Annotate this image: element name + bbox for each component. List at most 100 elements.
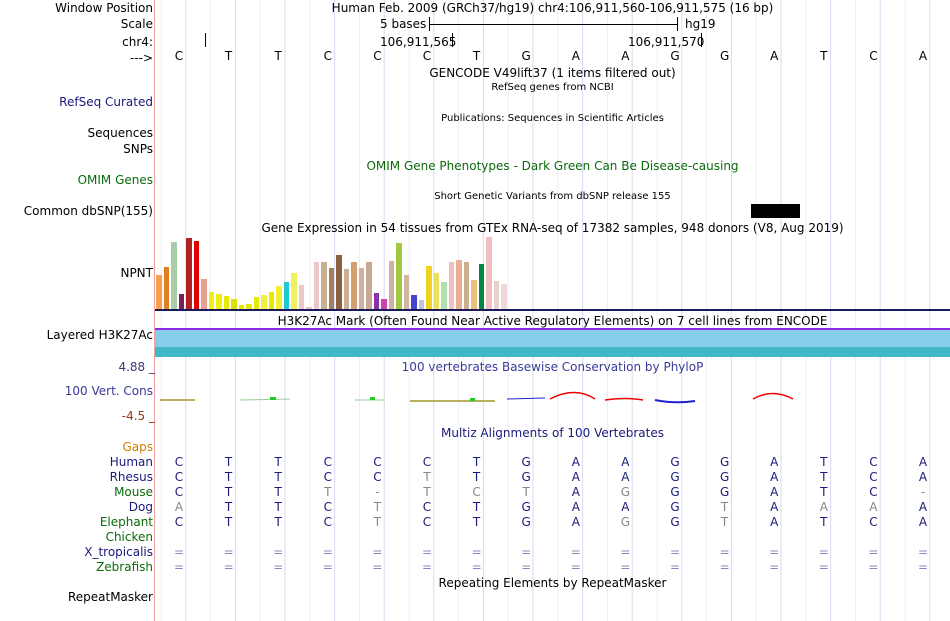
gtex-track-title: Gene Expression in 54 tissues from GTEx … <box>261 221 844 235</box>
gtex-tissue-bar[interactable] <box>366 262 372 309</box>
gtex-tissue-bar[interactable] <box>231 298 237 309</box>
aligned-base: T <box>224 515 233 529</box>
aligned-base: T <box>224 455 233 469</box>
gtex-tissue-bar[interactable] <box>478 264 484 309</box>
dbsnp-variant-block[interactable] <box>751 204 800 218</box>
gtex-tissue-bar[interactable] <box>463 262 469 309</box>
aligned-base: = <box>372 545 383 559</box>
gtex-tissue-bar[interactable] <box>388 261 394 309</box>
gtex-tissue-bar[interactable] <box>321 262 327 309</box>
gtex-tissue-bar[interactable] <box>343 269 349 309</box>
gtex-tissue-bar[interactable] <box>276 285 282 309</box>
phylop-track-label[interactable]: 100 Vert. Cons <box>64 384 153 398</box>
h3k27ac-signal-dark[interactable] <box>155 347 950 357</box>
repeatmasker-track-label[interactable]: RepeatMasker <box>67 590 153 604</box>
gtex-tissue-bar[interactable] <box>306 306 312 309</box>
gtex-tissue-bar[interactable] <box>253 296 259 309</box>
gtex-tissue-bar[interactable] <box>426 266 432 309</box>
gtex-tissue-bar[interactable] <box>351 262 357 309</box>
dbsnp-track-label[interactable]: Common dbSNP(155) <box>23 204 153 218</box>
gtex-tissue-bar[interactable] <box>178 293 184 309</box>
gtex-tissue-bar[interactable] <box>283 281 289 309</box>
gtex-tissue-bar[interactable] <box>358 268 364 309</box>
aligned-base: - <box>375 485 380 499</box>
phylop-max: 4.88 _ <box>118 360 155 374</box>
gtex-tissue-bar[interactable] <box>433 272 439 309</box>
gtex-expression-chart[interactable] <box>155 236 950 309</box>
sequence-base: A <box>918 49 928 63</box>
aligned-base: = <box>917 545 929 559</box>
gtex-tissue-bar[interactable] <box>493 280 499 309</box>
gtex-tissue-bar[interactable] <box>313 262 319 309</box>
aligned-base: = <box>421 560 433 574</box>
gtex-tissue-bar[interactable] <box>501 283 507 309</box>
window-position-label: Window Position <box>55 1 153 15</box>
sequences-label[interactable]: Sequences <box>87 126 153 140</box>
aligned-base: A <box>174 500 184 514</box>
gtex-tissue-bar[interactable] <box>261 294 267 309</box>
species-label[interactable]: Rhesus <box>109 470 153 484</box>
gtex-tissue-bar[interactable] <box>486 237 492 309</box>
aligned-base: = <box>818 560 829 574</box>
gtex-tissue-bar[interactable] <box>291 272 297 309</box>
gencode-track-title[interactable]: GENCODE V49lift37 (1 items filtered out) <box>429 66 676 80</box>
sequence-base: G <box>719 49 730 63</box>
assembly-position: Human Feb. 2009 (GRCh37/hg19) chr4:106,9… <box>331 1 774 15</box>
gaps-label[interactable]: Gaps <box>122 440 153 454</box>
gtex-tissue-bar[interactable] <box>208 291 214 309</box>
aligned-base: G <box>719 470 730 484</box>
gtex-tissue-bar[interactable] <box>238 304 244 309</box>
species-label[interactable]: Dog <box>128 500 153 514</box>
aligned-base: T <box>720 515 729 529</box>
snps-label[interactable]: SNPs <box>123 142 153 156</box>
gtex-tissue-bar[interactable] <box>441 281 447 309</box>
aligned-base: T <box>820 455 828 469</box>
alignment-row: = = = = = = = = = = = = = = = = <box>155 560 950 574</box>
gtex-tissue-bar[interactable] <box>411 294 417 309</box>
gtex-tissue-bar[interactable] <box>171 242 177 309</box>
species-label[interactable]: Human <box>109 455 153 469</box>
gtex-tissue-bar[interactable] <box>201 278 207 309</box>
aligned-base: = <box>223 560 234 574</box>
aligned-base: T <box>274 500 282 514</box>
gtex-tissue-bar[interactable] <box>246 303 252 309</box>
aligned-base: = <box>471 560 482 574</box>
h3k27ac-signal-light[interactable] <box>155 330 950 347</box>
gtex-tissue-bar[interactable] <box>193 241 199 309</box>
gtex-tissue-bar[interactable] <box>456 260 462 309</box>
gtex-tissue-bar[interactable] <box>328 268 334 309</box>
gtex-tissue-bar[interactable] <box>381 298 387 309</box>
gtex-tissue-bar[interactable] <box>186 238 192 309</box>
phylop-signal[interactable] <box>155 385 950 415</box>
gtex-tissue-bar[interactable] <box>223 295 229 309</box>
species-label[interactable]: Mouse <box>114 485 153 499</box>
gtex-tissue-bar[interactable] <box>471 279 477 309</box>
gtex-tissue-bar[interactable] <box>156 274 162 309</box>
gtex-tissue-bar[interactable] <box>403 274 409 309</box>
aligned-base: = <box>769 560 780 574</box>
aligned-base: T <box>423 485 431 499</box>
aligned-base: C <box>869 485 878 499</box>
gtex-tissue-bar[interactable] <box>448 262 454 309</box>
species-label[interactable]: Elephant <box>99 515 153 529</box>
gtex-tissue-bar[interactable] <box>216 293 222 309</box>
species-label[interactable]: Zebrafish <box>96 560 153 574</box>
scale-bar <box>429 24 677 25</box>
h3k27ac-track-label[interactable]: Layered H3K27Ac <box>46 328 153 342</box>
sequence-base: T <box>820 49 828 63</box>
gtex-tissue-bar[interactable] <box>373 292 379 309</box>
gtex-tissue-bar[interactable] <box>163 267 169 309</box>
gtex-tissue-bar[interactable] <box>396 243 402 309</box>
gtex-tissue-bar[interactable] <box>418 299 424 309</box>
aligned-base: A <box>918 500 928 514</box>
omim-track-label[interactable]: OMIM Genes <box>77 173 153 187</box>
refseq-track-label[interactable]: RefSeq Curated <box>59 95 153 109</box>
species-label[interactable]: X_tropicalis <box>84 545 153 559</box>
aligned-base: T <box>820 515 828 529</box>
gtex-tissue-bar[interactable] <box>336 255 342 309</box>
gtex-tissue-bar[interactable] <box>268 291 274 309</box>
gtex-tissue-bar[interactable] <box>298 284 304 309</box>
species-label[interactable]: Chicken <box>105 530 153 544</box>
gtex-gene-label[interactable]: NPNT <box>120 266 153 280</box>
